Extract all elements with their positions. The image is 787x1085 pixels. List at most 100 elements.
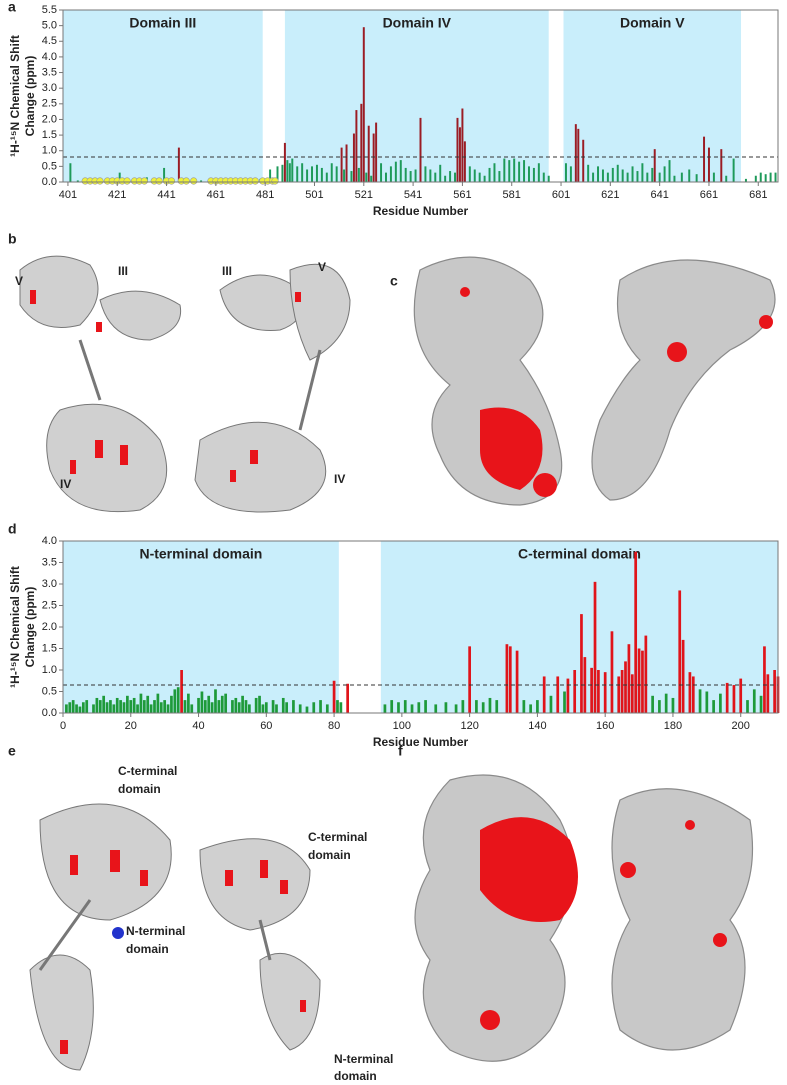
bar — [419, 117, 422, 182]
y-axis-label: Change (ppm) — [23, 587, 37, 668]
domain-label: C-terminal domain — [518, 546, 641, 562]
bar — [505, 644, 509, 713]
y-tick-label: 4.0 — [42, 535, 57, 547]
bar — [414, 169, 417, 182]
bar — [582, 139, 585, 182]
bar — [352, 133, 355, 182]
bar — [129, 700, 133, 713]
surface-f-highlights — [480, 817, 727, 1030]
bar — [258, 695, 261, 713]
bar — [166, 704, 170, 713]
bar — [241, 695, 244, 713]
unassigned-marker — [271, 177, 279, 185]
y-tick-label: 4.5 — [42, 35, 57, 47]
bar — [214, 689, 217, 713]
bar — [325, 704, 329, 713]
bar — [668, 160, 671, 182]
bar — [495, 700, 499, 713]
bar — [404, 167, 407, 182]
y-tick-label: 0.0 — [42, 176, 57, 188]
unassigned-marker — [167, 177, 176, 185]
bar — [345, 144, 348, 182]
bar — [473, 169, 476, 182]
bar — [118, 172, 121, 182]
bar — [627, 644, 631, 713]
y-tick-label: 5.5 — [42, 4, 57, 16]
x-tick-label: 120 — [460, 720, 478, 732]
surface-f — [414, 774, 754, 1062]
bar — [163, 700, 167, 713]
structure-label: V — [318, 260, 326, 274]
bar — [315, 164, 318, 182]
bar — [769, 172, 772, 182]
bar — [237, 702, 241, 713]
bar — [508, 646, 512, 713]
bar — [281, 164, 284, 182]
y-tick-label: 4.0 — [42, 51, 57, 63]
bar — [264, 702, 268, 713]
bar — [617, 676, 621, 713]
y-tick-label: 3.5 — [42, 66, 57, 78]
bar — [210, 702, 214, 713]
bar — [759, 695, 763, 713]
x-tick-label: 521 — [355, 189, 373, 201]
bar — [254, 697, 258, 713]
structure-label: domain — [118, 782, 161, 796]
bar — [764, 174, 767, 182]
surface-c-highlights — [460, 287, 773, 497]
y-axis-label: Change (ppm) — [23, 56, 37, 137]
bar — [610, 631, 614, 713]
bar — [732, 685, 736, 713]
bar — [71, 700, 75, 713]
bar — [403, 700, 407, 713]
y-tick-label: 3.5 — [42, 556, 57, 568]
bar — [744, 178, 747, 182]
bar — [698, 689, 702, 713]
bar — [434, 172, 437, 182]
bar — [285, 702, 289, 713]
bar — [69, 163, 72, 182]
bar — [444, 175, 447, 182]
bar — [556, 676, 560, 713]
bar — [651, 695, 654, 713]
bar — [203, 700, 207, 713]
bar — [620, 670, 624, 713]
y-tick-label: 3.0 — [42, 82, 57, 94]
bar — [207, 695, 211, 713]
ribbon-e — [29, 803, 321, 1071]
structure-label: C-terminal — [118, 764, 177, 778]
domain-region — [563, 10, 742, 182]
bar — [712, 700, 715, 713]
unassigned-marker — [190, 177, 198, 185]
bar — [146, 695, 150, 713]
x-tick-label: 501 — [305, 189, 323, 201]
bar — [156, 693, 160, 713]
structure-label: N-terminal — [126, 924, 185, 938]
bar — [624, 661, 627, 713]
bar — [383, 704, 387, 713]
bar — [630, 674, 634, 713]
x-tick-label: 80 — [328, 720, 340, 732]
bar — [688, 672, 692, 713]
bar — [283, 142, 286, 182]
y-tick-label: 0.5 — [42, 160, 57, 172]
bar — [397, 702, 400, 713]
bar — [566, 678, 570, 713]
bar — [68, 702, 72, 713]
y-tick-label: 0.0 — [42, 707, 57, 719]
bar — [634, 551, 638, 713]
bar — [664, 693, 668, 713]
bar — [641, 650, 644, 713]
bar — [593, 581, 597, 713]
bar — [357, 167, 360, 182]
bar — [75, 704, 78, 713]
bar — [529, 704, 532, 713]
bar — [365, 172, 368, 182]
x-tick-label: 0 — [60, 720, 66, 732]
bar — [109, 700, 112, 713]
bar — [424, 166, 427, 182]
y-tick-label: 2.0 — [42, 621, 57, 633]
bar — [468, 166, 471, 182]
bar — [301, 163, 304, 182]
